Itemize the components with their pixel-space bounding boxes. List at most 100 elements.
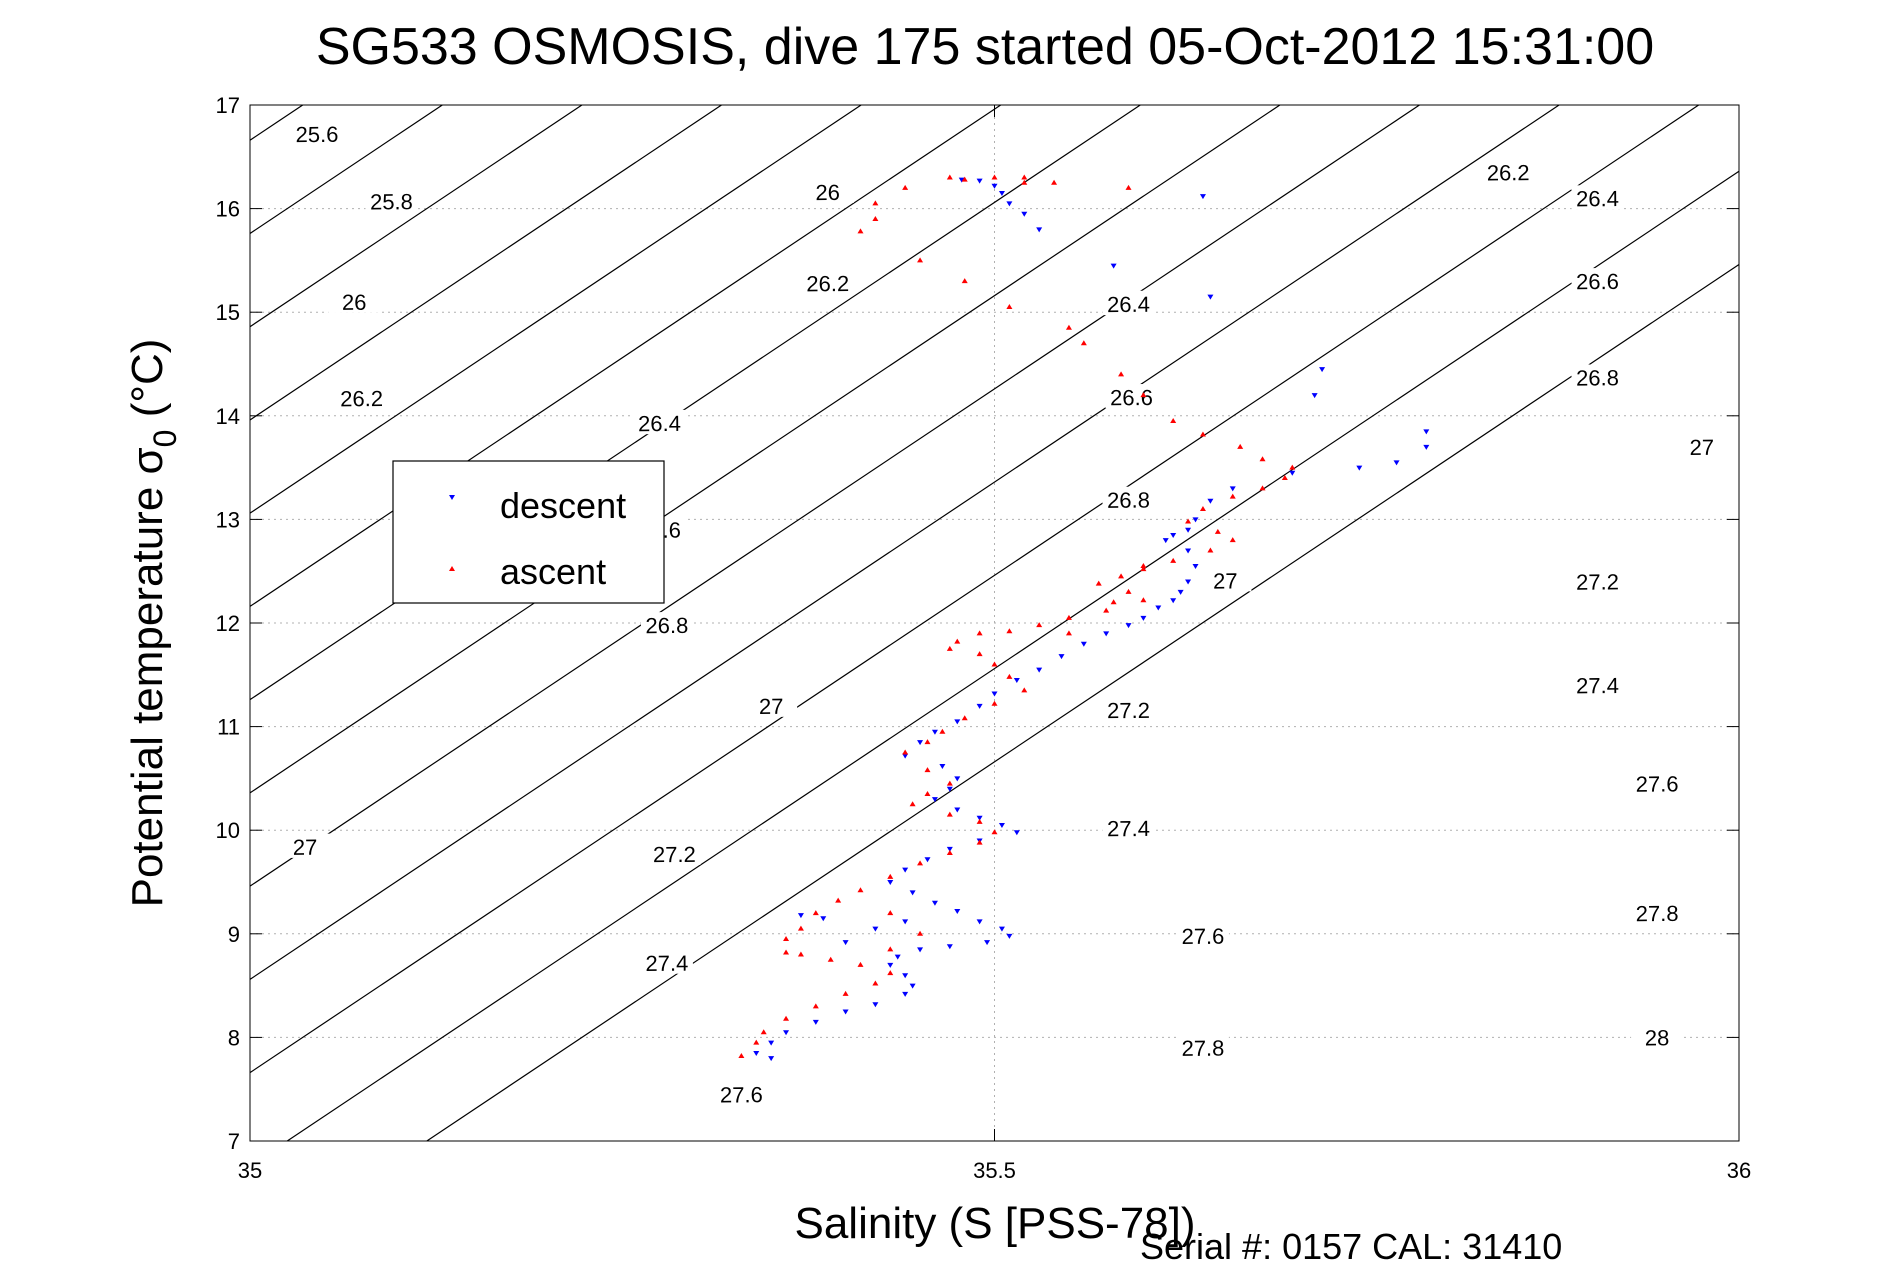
descent-point <box>939 763 946 769</box>
ascent-point <box>783 1015 790 1021</box>
y-tick-label: 11 <box>217 715 240 740</box>
ascent-point <box>1140 392 1147 398</box>
contour-label-bg <box>1571 671 1624 697</box>
contour-label: 25.8 <box>370 189 413 214</box>
legend-descent-marker <box>449 495 455 500</box>
ascent-point <box>1036 622 1043 628</box>
x-tick-label: 36 <box>1727 1158 1751 1183</box>
ascent-point <box>1125 184 1132 190</box>
legend-ascent-label: ascent <box>500 551 606 592</box>
ascent-point <box>1289 464 1296 470</box>
descent-point <box>976 919 983 925</box>
ascent-point <box>939 728 946 734</box>
contour-label-bg <box>1176 922 1230 948</box>
contour-label: 26 <box>342 290 367 315</box>
series-descent <box>753 177 1430 1062</box>
contour-label-bg <box>290 120 344 146</box>
ascent-point <box>887 970 894 976</box>
ascent-point <box>991 174 998 180</box>
serial-cal-footer: Serial #: 0157 CAL: 31410 <box>1140 1226 1562 1262</box>
descent-point <box>872 1002 879 1008</box>
legend-descent-label: descent <box>500 485 626 526</box>
ascent-point <box>857 961 864 967</box>
contour-label: 26.2 <box>1487 160 1530 185</box>
descent-point <box>1423 444 1430 450</box>
contour-label-bg <box>1631 899 1684 925</box>
contour-label-bg <box>1176 1034 1230 1059</box>
descent-point <box>1185 548 1192 554</box>
descent-point <box>842 1009 849 1015</box>
data-series <box>738 174 1430 1062</box>
y-tick-label: 9 <box>228 922 240 947</box>
ascent-point <box>991 700 998 706</box>
y-tick-label: 15 <box>216 300 240 325</box>
contour-label-bg <box>328 288 381 314</box>
y-axis-label-main: Potential temperature σ <box>123 447 172 907</box>
descent-point <box>931 729 938 735</box>
contour-label: 26.8 <box>1576 365 1619 390</box>
y-tick-label: 16 <box>216 197 240 222</box>
descent-point <box>998 926 1005 932</box>
descent-point <box>984 940 991 946</box>
descent-point <box>976 178 983 184</box>
contour-label-bg <box>1102 290 1155 316</box>
ascent-point <box>1229 537 1236 543</box>
ascent-point <box>872 200 879 206</box>
contour-label-bg <box>1631 1024 1684 1049</box>
x-tick-labels: 35 35.5 36 <box>238 1158 1751 1183</box>
descent-point <box>1080 641 1087 647</box>
plot-area: 25.6 25.8 26 26.2 26.4 26.6 26.8 27 27.2 27.4 27.6… <box>249 104 1740 1142</box>
contour-label-bg <box>1102 696 1155 722</box>
ascent-point <box>917 930 924 936</box>
contour-label-bg <box>365 188 418 213</box>
descent-point <box>1170 598 1177 604</box>
ascent-point <box>1095 580 1102 586</box>
ascent-point <box>961 176 968 182</box>
contour-label: 27.8 <box>1181 1036 1224 1061</box>
descent-point <box>1229 486 1236 492</box>
descent-point <box>946 846 953 852</box>
ascent-point <box>857 228 864 234</box>
descent-point <box>1162 538 1169 544</box>
ascent-point <box>812 910 819 916</box>
ascent-point <box>1021 179 1028 185</box>
ascent-point <box>991 661 998 667</box>
contour-label: 26.2 <box>806 271 849 296</box>
ascent-point <box>946 849 953 855</box>
contour-label-bg <box>1571 185 1624 210</box>
descent-point <box>1110 263 1117 269</box>
contour-label: 27.4 <box>1107 816 1150 841</box>
contour-label: 27.2 <box>1576 569 1619 594</box>
density-contour <box>249 104 443 234</box>
ascent-point <box>887 946 894 952</box>
ascent-point <box>1140 563 1147 569</box>
legend-box <box>392 460 665 604</box>
ascent-point <box>1065 614 1072 620</box>
descent-point <box>1289 470 1296 476</box>
descent-point <box>1021 211 1028 217</box>
ascent-point <box>783 949 790 955</box>
ascent-point <box>976 839 983 845</box>
contour-label: 27.4 <box>645 951 688 976</box>
ascent-point <box>738 1053 745 1059</box>
contour-label-bg <box>801 178 854 204</box>
ascent-point <box>1199 431 1206 437</box>
descent-point <box>842 940 849 946</box>
ascent-point <box>946 811 953 817</box>
descent-point <box>820 916 827 922</box>
ascent-point <box>924 767 931 773</box>
ascent-point <box>1140 597 1147 603</box>
descent-point <box>1393 460 1400 466</box>
descent-point <box>1423 429 1430 435</box>
descent-point <box>1192 517 1199 523</box>
descent-point <box>1006 933 1013 939</box>
ascent-point <box>1140 566 1147 572</box>
descent-point <box>1207 498 1214 504</box>
contour-label: 26.6 <box>1110 385 1153 410</box>
contour-label-bg <box>1675 433 1728 459</box>
descent-point <box>998 823 1005 829</box>
ascent-point <box>924 790 931 796</box>
ascent-point <box>1170 417 1177 423</box>
ascent-point <box>1281 474 1288 480</box>
ascent-point <box>1259 485 1266 491</box>
